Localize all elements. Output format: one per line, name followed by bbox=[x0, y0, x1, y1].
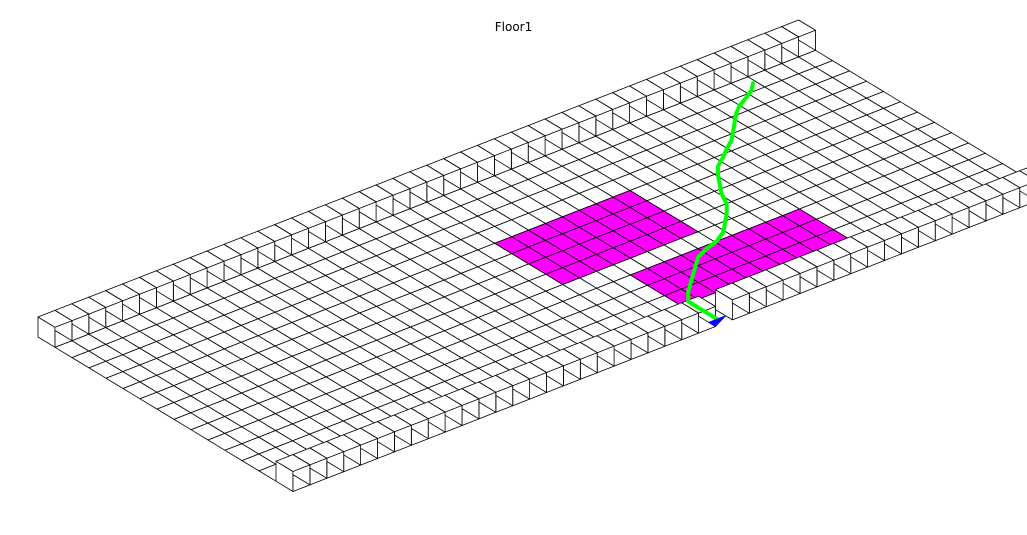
path-layer bbox=[686, 81, 755, 323]
wall-layer bbox=[37, 19, 1027, 492]
marker-layer bbox=[708, 315, 726, 327]
front-wall-block-top bbox=[1019, 167, 1027, 176]
floor-title: Floor1 bbox=[494, 20, 533, 34]
front-wall-block-top bbox=[715, 282, 750, 301]
back-wall-block-top bbox=[37, 309, 73, 328]
route-path bbox=[686, 81, 755, 323]
obstacle-upper-cell bbox=[663, 220, 699, 239]
front-wall-block-top bbox=[275, 454, 311, 472]
start-marker bbox=[708, 315, 726, 327]
